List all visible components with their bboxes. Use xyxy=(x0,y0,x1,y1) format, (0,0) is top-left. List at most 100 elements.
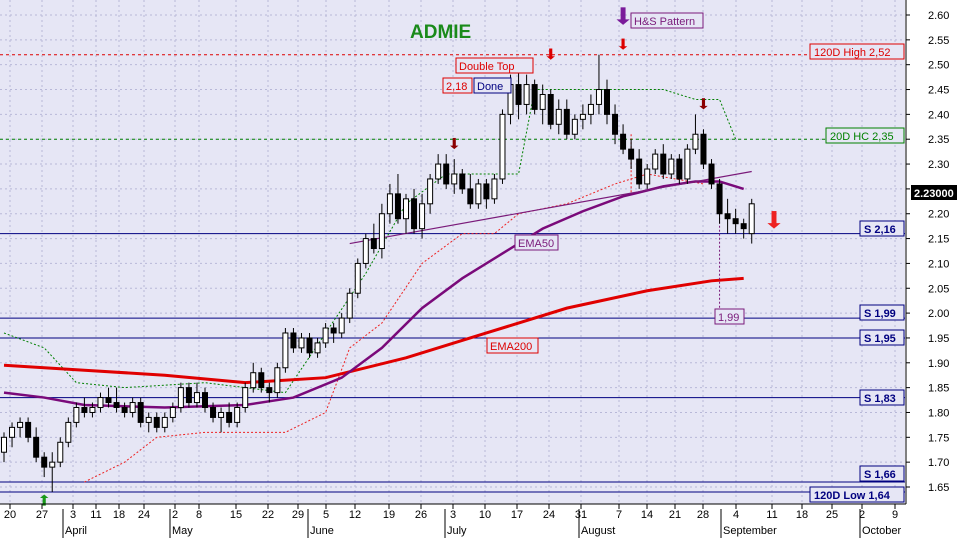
candle-body xyxy=(419,203,426,230)
level-box-hc xyxy=(825,127,905,144)
candle-body xyxy=(427,178,434,205)
candle-body xyxy=(105,397,112,404)
candle-body xyxy=(370,238,377,250)
hs-pattern-box xyxy=(630,12,704,29)
ema50-label: EMA50 xyxy=(518,238,554,250)
candle-body xyxy=(499,113,506,180)
candle-body xyxy=(652,153,659,170)
double-top-value: 2,18 xyxy=(446,81,467,93)
level-label-high: 120D High 2,52 xyxy=(814,47,890,59)
candle-body xyxy=(394,193,401,220)
candle-body xyxy=(306,337,313,354)
candle-body xyxy=(740,223,747,230)
x-tick-label: 28 xyxy=(697,509,709,521)
y-tick-label: 1.70 xyxy=(928,457,949,469)
candle-body xyxy=(620,133,627,150)
x-month-label: June xyxy=(310,525,334,537)
x-tick-label: 4 xyxy=(733,509,739,521)
y-tick-label: 2.45 xyxy=(928,85,949,97)
candle-body xyxy=(515,84,522,105)
candle-body xyxy=(330,327,337,334)
grid xyxy=(0,0,905,504)
candle-body xyxy=(17,421,24,428)
candle-body xyxy=(604,89,610,115)
x-tick-label: 11 xyxy=(766,509,777,521)
x-tick-label: 2 xyxy=(172,509,178,521)
candle-body xyxy=(33,436,40,458)
level-box-s183 xyxy=(859,389,905,406)
candle-body xyxy=(531,84,538,110)
y-tick-label: 2.15 xyxy=(928,234,949,246)
candle-body xyxy=(668,158,675,175)
candle-body xyxy=(700,133,707,165)
y-tick-label: 1.95 xyxy=(928,333,949,345)
y-tick-label: 2.35 xyxy=(928,134,949,146)
y-tick-label: 2.60 xyxy=(928,10,949,22)
y-tick-label: 2.20 xyxy=(928,209,949,221)
x-tick-label: 3 xyxy=(70,509,76,521)
low-arrow xyxy=(40,494,49,498)
candle-body xyxy=(9,426,16,438)
x-tick-label: 7 xyxy=(616,509,622,521)
candle-body xyxy=(716,183,723,215)
candle-body xyxy=(153,416,160,428)
ema200-label: EMA200 xyxy=(490,341,532,353)
x-tick-label: 29 xyxy=(292,509,304,521)
candle-body xyxy=(185,387,192,404)
candle-body xyxy=(49,461,56,468)
candle-body xyxy=(57,441,64,463)
candle-body xyxy=(65,421,72,443)
x-tick-label: 9 xyxy=(892,509,898,521)
y-tick-label: 2.05 xyxy=(928,283,949,295)
y-tick-label: 1.85 xyxy=(928,383,949,395)
x-tick-label: 5 xyxy=(323,509,329,521)
candle-body xyxy=(539,93,546,110)
candle-body xyxy=(628,148,635,160)
x-tick-label: 18 xyxy=(796,509,808,521)
candle-body xyxy=(483,183,490,200)
neckline xyxy=(349,170,752,245)
candle-body xyxy=(362,238,369,264)
candle-body xyxy=(459,173,466,190)
x-tick-label: 21 xyxy=(669,509,681,521)
candle-body xyxy=(451,173,458,185)
candle-body xyxy=(202,392,208,409)
candle-body xyxy=(89,407,96,413)
y-tick-label: 2.30 xyxy=(928,159,949,171)
last-price-box xyxy=(911,185,957,200)
x-tick-label: 18 xyxy=(113,509,125,521)
x-tick-label: 14 xyxy=(641,509,653,521)
x-tick-label: 22 xyxy=(262,509,274,521)
x-tick-label: 11 xyxy=(90,509,101,521)
candle-body xyxy=(491,178,498,200)
candle-body xyxy=(218,411,225,418)
candle-body xyxy=(386,193,393,215)
candle-body xyxy=(73,407,80,423)
double-top-value-box xyxy=(442,77,473,94)
candle-body xyxy=(290,332,297,349)
level-label-s195: S 1,95 xyxy=(864,333,896,345)
candle-body xyxy=(346,292,353,319)
y-tick-label: 1.65 xyxy=(928,482,949,494)
level-label-s166: S 1,66 xyxy=(864,469,896,481)
candle-body xyxy=(266,387,273,394)
candle-body xyxy=(258,372,265,389)
hs-pattern-arrow xyxy=(616,19,630,25)
y-tick-label: 2.10 xyxy=(928,258,949,270)
y-tick-label: 1.75 xyxy=(928,432,949,444)
candle-body xyxy=(732,218,739,225)
x-tick-label: 8 xyxy=(196,509,202,521)
candle-body xyxy=(692,133,699,150)
candle-body xyxy=(121,407,128,413)
candle-body xyxy=(403,198,409,220)
level-box-s166 xyxy=(859,465,905,482)
top-arrow-3 xyxy=(618,46,628,50)
x-month-label: July xyxy=(447,525,467,537)
candle-body xyxy=(25,421,32,438)
level-box-high xyxy=(809,43,905,60)
candle-body xyxy=(137,402,144,423)
ema50-box xyxy=(514,234,559,251)
candle-body xyxy=(467,188,474,205)
right-shoulder-arrow xyxy=(699,105,708,110)
